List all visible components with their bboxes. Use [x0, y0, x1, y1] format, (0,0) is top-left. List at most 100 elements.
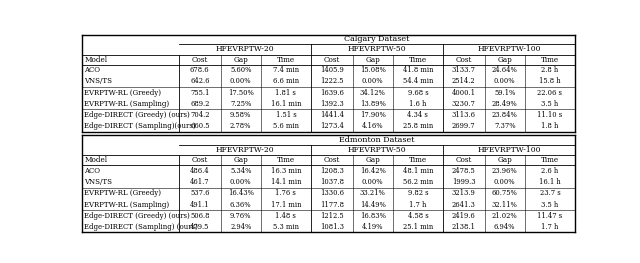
Text: Cost: Cost [456, 156, 472, 164]
Text: 2.6 h: 2.6 h [541, 167, 559, 175]
Text: 2.8 h: 2.8 h [541, 66, 559, 74]
Text: Time: Time [541, 156, 559, 164]
Text: 5.3 min: 5.3 min [273, 223, 299, 231]
Text: 2.94%: 2.94% [230, 223, 252, 231]
Text: Time: Time [409, 156, 427, 164]
Text: 5.60%: 5.60% [230, 66, 252, 74]
Text: 17.50%: 17.50% [228, 89, 253, 97]
Text: 461.7: 461.7 [190, 178, 210, 186]
Text: 41.8 min: 41.8 min [403, 66, 433, 74]
Text: 16.43%: 16.43% [228, 189, 253, 197]
Text: 1.8 h: 1.8 h [541, 122, 559, 130]
Text: 17.90%: 17.90% [360, 111, 386, 119]
Text: 678.6: 678.6 [190, 66, 210, 74]
Text: 15.08%: 15.08% [360, 66, 386, 74]
Text: 491.1: 491.1 [190, 200, 209, 209]
Text: 1212.5: 1212.5 [320, 212, 344, 220]
Text: Edge-DIRECT (Greedy) (ours): Edge-DIRECT (Greedy) (ours) [84, 111, 190, 119]
Text: Gap: Gap [497, 156, 512, 164]
Text: 11.10 s: 11.10 s [538, 111, 563, 119]
Text: VNS/TS: VNS/TS [84, 78, 113, 85]
Text: 3230.7: 3230.7 [452, 100, 476, 108]
Text: Cost: Cost [191, 55, 208, 64]
Text: 32.11%: 32.11% [492, 200, 518, 209]
Text: EVRPTW-RL (Greedy): EVRPTW-RL (Greedy) [84, 189, 161, 197]
Text: 689.2: 689.2 [190, 100, 209, 108]
Text: 9.76%: 9.76% [230, 212, 252, 220]
Text: HFEVRPTW-100: HFEVRPTW-100 [477, 146, 541, 154]
Text: EVRPTW-RL (Sampling): EVRPTW-RL (Sampling) [84, 100, 170, 108]
Text: 23.7 s: 23.7 s [540, 189, 560, 197]
Text: 56.2 min: 56.2 min [403, 178, 433, 186]
Text: Edge-DIRECT (Sampling) (ours): Edge-DIRECT (Sampling) (ours) [84, 223, 198, 231]
Text: 15.8 h: 15.8 h [539, 78, 561, 85]
Text: 24.64%: 24.64% [492, 66, 518, 74]
Text: 1.76 s: 1.76 s [275, 189, 296, 197]
Text: 0.00%: 0.00% [362, 178, 383, 186]
Text: 1177.8: 1177.8 [320, 200, 344, 209]
Text: 537.6: 537.6 [190, 189, 209, 197]
Text: 21.02%: 21.02% [492, 212, 518, 220]
Text: 7.4 min: 7.4 min [273, 66, 299, 74]
Text: 3213.9: 3213.9 [452, 189, 476, 197]
Text: 16.1 min: 16.1 min [271, 100, 301, 108]
Text: Cost: Cost [191, 156, 208, 164]
Text: 1.81 s: 1.81 s [275, 89, 296, 97]
Text: Gap: Gap [365, 156, 380, 164]
Text: ACO: ACO [84, 66, 100, 74]
Text: 34.12%: 34.12% [360, 89, 386, 97]
Text: Time: Time [277, 156, 295, 164]
Text: Calgary Dataset: Calgary Dataset [344, 36, 410, 43]
Text: ACO: ACO [84, 167, 100, 175]
Text: 479.5: 479.5 [190, 223, 209, 231]
Text: Edge-DIRECT (Greedy) (ours): Edge-DIRECT (Greedy) (ours) [84, 212, 190, 220]
Text: 506.8: 506.8 [190, 212, 209, 220]
Text: Time: Time [541, 55, 559, 64]
Text: 13.89%: 13.89% [360, 100, 386, 108]
Text: 1330.6: 1330.6 [320, 189, 344, 197]
Text: 59.1%: 59.1% [494, 89, 515, 97]
Text: HFEVRPTW-20: HFEVRPTW-20 [216, 146, 275, 154]
Text: 5.34%: 5.34% [230, 167, 252, 175]
Text: 4.34 s: 4.34 s [408, 111, 428, 119]
Text: 0.00%: 0.00% [230, 78, 252, 85]
Text: 3.5 h: 3.5 h [541, 100, 559, 108]
Text: 3113.6: 3113.6 [452, 111, 476, 119]
Text: 11.47 s: 11.47 s [538, 212, 563, 220]
Text: 3133.7: 3133.7 [452, 66, 476, 74]
Text: 2641.3: 2641.3 [452, 200, 476, 209]
Text: 48.1 min: 48.1 min [403, 167, 433, 175]
Text: 9.58%: 9.58% [230, 111, 252, 119]
Text: 7.25%: 7.25% [230, 100, 252, 108]
Text: 704.2: 704.2 [190, 111, 209, 119]
Text: 6.36%: 6.36% [230, 200, 252, 209]
Text: 1.7 h: 1.7 h [541, 223, 559, 231]
Text: 16.3 min: 16.3 min [271, 167, 301, 175]
Text: 642.6: 642.6 [190, 78, 209, 85]
Text: 7.37%: 7.37% [494, 122, 516, 130]
Text: 486.4: 486.4 [190, 167, 210, 175]
Text: 4.58 s: 4.58 s [408, 212, 428, 220]
Text: Model: Model [84, 156, 108, 164]
Text: 5.6 min: 5.6 min [273, 122, 299, 130]
Text: EVRPTW-RL (Greedy): EVRPTW-RL (Greedy) [84, 89, 161, 97]
Text: 1639.6: 1639.6 [320, 89, 344, 97]
Text: 54.4 min: 54.4 min [403, 78, 433, 85]
Text: 14.49%: 14.49% [360, 200, 386, 209]
Text: 9.82 s: 9.82 s [408, 189, 428, 197]
Text: 1222.5: 1222.5 [320, 78, 344, 85]
Text: 28.49%: 28.49% [492, 100, 518, 108]
Text: 2514.2: 2514.2 [452, 78, 476, 85]
Text: 3.5 h: 3.5 h [541, 200, 559, 209]
Text: Edmonton Dataset: Edmonton Dataset [339, 136, 415, 144]
Text: 0.00%: 0.00% [362, 78, 383, 85]
Text: HFEVRPTW-20: HFEVRPTW-20 [216, 45, 275, 53]
Text: 17.1 min: 17.1 min [271, 200, 301, 209]
Text: 1405.9: 1405.9 [320, 66, 344, 74]
Text: 4000.1: 4000.1 [452, 89, 476, 97]
Text: 1441.4: 1441.4 [320, 111, 344, 119]
Text: Gap: Gap [234, 55, 248, 64]
Text: HFEVRPTW-50: HFEVRPTW-50 [348, 45, 406, 53]
Text: 4.19%: 4.19% [362, 223, 383, 231]
Text: 14.1 min: 14.1 min [271, 178, 301, 186]
